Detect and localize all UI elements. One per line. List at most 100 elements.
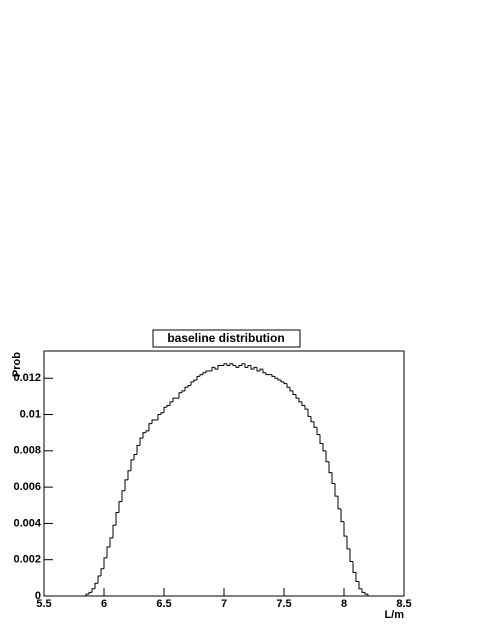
histogram-bin — [331, 472, 335, 484]
histogram-bin — [304, 405, 308, 410]
histogram-bin — [361, 588, 365, 593]
x-tick-label: 7.5 — [276, 598, 291, 610]
histogram-bin — [241, 363, 245, 366]
histogram-bin — [88, 591, 92, 595]
x-tick-label: 7 — [221, 598, 227, 610]
y-tick-label: 0 — [35, 590, 41, 602]
histogram-bin — [340, 508, 344, 523]
histogram-bin — [142, 432, 146, 439]
y-axis-label: Prob — [11, 352, 23, 377]
histogram-bin — [250, 365, 254, 370]
y-tick-label: 0.006 — [13, 481, 41, 493]
histogram-bin — [271, 374, 275, 377]
histogram-bin — [265, 372, 269, 376]
histogram-bin — [91, 588, 95, 593]
histogram-bin — [100, 568, 104, 577]
histogram-bin — [256, 367, 260, 372]
histogram-bin — [124, 479, 128, 491]
histogram-bin — [343, 521, 347, 537]
histogram-bin — [199, 374, 203, 377]
y-tick-label: 0.01 — [20, 408, 41, 420]
histogram-bin — [109, 537, 113, 547]
y-tick-label: 0.002 — [13, 554, 41, 566]
histogram-bin — [205, 370, 209, 373]
histogram-bin — [202, 372, 206, 375]
histogram-bin — [277, 378, 281, 381]
histogram-bin — [85, 593, 89, 596]
histogram-bin — [196, 375, 200, 381]
histogram-bin — [169, 401, 173, 406]
histogram-bin — [253, 366, 257, 370]
y-tick-label: 0.004 — [13, 517, 41, 529]
histogram-bin — [226, 363, 230, 367]
histogram-bin — [325, 450, 329, 463]
histogram-bin — [229, 363, 233, 366]
histogram-bin — [235, 365, 239, 368]
histogram-bin — [148, 423, 152, 431]
histogram-bin — [217, 365, 221, 370]
histogram-bin — [190, 381, 194, 386]
x-tick-label: 5.5 — [36, 598, 51, 610]
histogram-bin — [145, 430, 149, 433]
y-tick-label: 0.012 — [13, 372, 41, 384]
histogram-bin — [283, 381, 287, 385]
x-tick-label: 6.5 — [156, 598, 171, 610]
histogram-bin — [298, 398, 302, 403]
histogram-bin — [244, 363, 248, 368]
histogram-bin — [223, 363, 227, 366]
histogram-bin — [151, 419, 155, 424]
x-tick-label: 8.5 — [396, 598, 411, 610]
histogram-bin — [247, 365, 251, 368]
histogram-bin — [181, 390, 185, 393]
histogram-bin — [307, 409, 311, 417]
histogram-bin — [157, 414, 161, 420]
histogram-bin — [163, 406, 167, 413]
histogram-bin — [106, 546, 110, 558]
histogram-bin — [352, 561, 356, 573]
histogram-bin — [130, 459, 134, 471]
histogram-bin — [319, 434, 323, 445]
histogram-bin — [367, 594, 371, 597]
histogram-bin — [259, 368, 263, 371]
histogram-bin — [310, 416, 314, 423]
histogram-bin — [94, 582, 98, 589]
histogram-bin — [313, 421, 317, 428]
histogram-bin — [133, 453, 137, 460]
x-tick-label: 6 — [101, 598, 107, 610]
histogram-bin — [178, 392, 182, 399]
histogram-bin — [349, 548, 353, 563]
chart-title: baseline distribution — [167, 331, 284, 345]
histogram-bin — [139, 437, 143, 446]
histogram-bin — [166, 404, 170, 408]
histogram-bin — [112, 524, 116, 538]
histogram-bin — [301, 401, 305, 406]
histogram-bin — [184, 386, 188, 391]
histogram-bin — [280, 380, 284, 383]
histogram-bin — [214, 367, 218, 370]
histogram-bin — [262, 369, 266, 374]
title-box — [152, 329, 301, 348]
histogram-bin — [337, 496, 341, 510]
histogram-bin — [328, 461, 332, 474]
histogram-bin — [322, 443, 326, 452]
histogram-bin — [97, 575, 101, 584]
histogram-bin — [121, 490, 125, 502]
histogram-bin — [364, 592, 368, 595]
histogram-bin — [355, 572, 359, 582]
histogram-bin — [334, 483, 338, 497]
histogram-bin — [274, 376, 278, 379]
histogram-bin — [127, 470, 131, 480]
histogram-bin — [358, 581, 362, 590]
y-tick-label: 0.008 — [13, 445, 41, 457]
x-axis-label: L/m — [384, 609, 404, 621]
histogram-bin — [172, 397, 176, 402]
histogram-bin — [118, 501, 122, 513]
histogram-bin — [187, 384, 191, 388]
histogram-bin — [346, 536, 350, 550]
x-tick-label: 8 — [341, 598, 347, 610]
histogram-bin — [103, 557, 107, 569]
histogram-bin — [193, 379, 197, 382]
histogram-bin — [289, 387, 293, 392]
histogram-bin — [211, 366, 215, 371]
